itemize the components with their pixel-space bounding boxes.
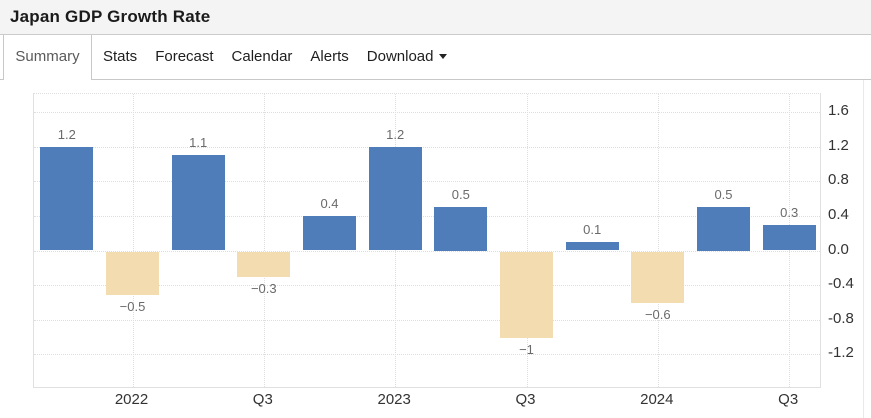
y-axis-label: -0.8 <box>828 309 854 327</box>
bar[interactable] <box>40 146 94 251</box>
tab-alerts[interactable]: Alerts <box>310 48 349 65</box>
bar[interactable] <box>631 251 685 304</box>
h-gridline <box>34 146 820 148</box>
x-axis-label: Q3 <box>515 391 536 408</box>
bar-value-label: 0.5 <box>714 187 733 203</box>
bar-value-label: 1.1 <box>189 135 208 151</box>
page-title: Japan GDP Growth Rate <box>10 7 211 26</box>
tab-forecast[interactable]: Forecast <box>155 48 214 65</box>
y-axis-label: 0.0 <box>828 240 849 258</box>
caret-down-icon <box>439 54 448 59</box>
bar[interactable] <box>237 251 291 278</box>
gdp-growth-chart: 1.2 −0.5 1.1 −0.3 0.4 1.2 0.5 −1 0.1 −0.6 0.5 0.3 1… <box>0 80 864 418</box>
v-gridline <box>132 94 134 387</box>
bar-value-label: −0.3 <box>250 281 277 297</box>
bar-value-label: −0.5 <box>119 298 146 314</box>
v-gridline <box>657 94 659 387</box>
h-gridline <box>34 250 820 252</box>
bar-value-label: 0.1 <box>583 221 602 237</box>
x-axis-label: 2024 <box>640 391 674 408</box>
tab-download-label: Download <box>366 48 434 65</box>
bar-value-label: 1.2 <box>386 126 405 142</box>
y-axis-label: 0.8 <box>828 171 849 189</box>
tab-download[interactable]: Download <box>358 35 457 79</box>
plot-area: 1.2 −0.5 1.1 −0.3 0.4 1.2 0.5 −1 0.1 −0.6 0.5 0.3 <box>33 93 821 388</box>
x-axis-label: Q3 <box>252 391 273 408</box>
bar-value-label: 0.5 <box>451 187 470 203</box>
h-gridline <box>34 215 820 217</box>
tab-summary[interactable]: Summary <box>3 35 92 80</box>
bar[interactable] <box>697 207 750 251</box>
y-axis-label: -1.2 <box>828 344 854 362</box>
y-axis-label: 0.4 <box>828 205 849 223</box>
bar-value-label: −0.6 <box>644 307 671 323</box>
tab-calendar[interactable]: Calendar <box>231 48 293 65</box>
h-gridline <box>34 285 820 287</box>
tab-bar: Summary Stats Forecast Calendar Alerts D… <box>0 35 871 80</box>
bar-value-label: 0.4 <box>320 195 339 211</box>
title-bar: Japan GDP Growth Rate <box>0 0 871 35</box>
v-gridline <box>526 94 528 387</box>
y-axis-label: 1.2 <box>828 136 849 154</box>
bar-value-label: −1 <box>519 342 534 357</box>
h-gridline <box>34 181 820 183</box>
h-gridline <box>34 354 820 356</box>
bar-value-label: 1.2 <box>57 126 76 142</box>
h-gridline <box>34 319 820 321</box>
bar[interactable] <box>500 251 553 338</box>
bar[interactable] <box>434 207 488 251</box>
x-axis-label: 2023 <box>377 391 411 408</box>
bar[interactable] <box>303 215 356 251</box>
x-axis-label: Q3 <box>778 391 799 408</box>
bar[interactable] <box>368 146 422 251</box>
bar[interactable] <box>565 241 619 251</box>
bar[interactable] <box>762 224 816 251</box>
y-axis-label: 1.6 <box>828 102 849 120</box>
v-gridline <box>263 94 265 387</box>
x-axis-label: 2022 <box>114 391 149 408</box>
bar-value-label: 0.3 <box>780 204 799 220</box>
tab-stats[interactable]: Stats <box>103 48 138 65</box>
h-gridline <box>34 112 820 114</box>
y-axis-label: -0.4 <box>828 275 854 293</box>
bar[interactable] <box>171 155 225 251</box>
bar[interactable] <box>106 251 159 295</box>
